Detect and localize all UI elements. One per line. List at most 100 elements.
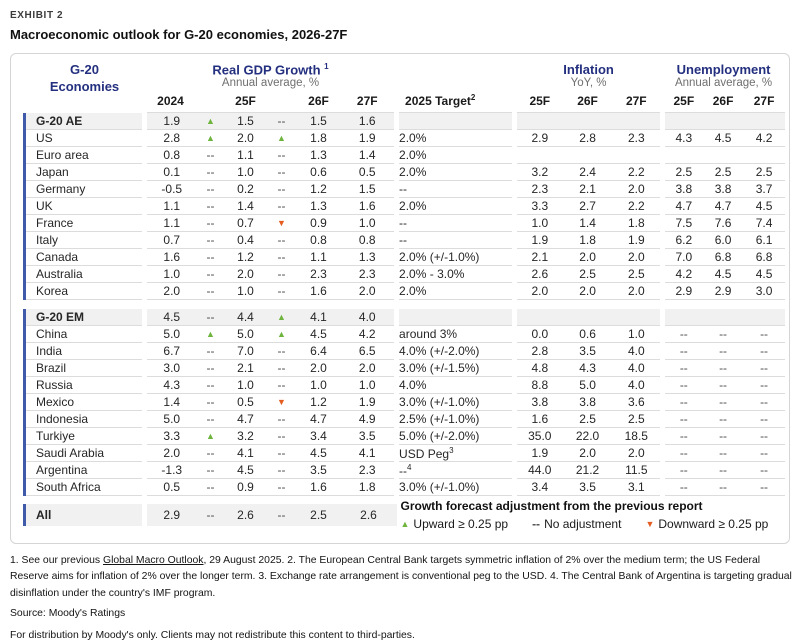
unemployment-27f-value: --: [743, 342, 785, 361]
gdp-2024-value: 1.6: [142, 248, 197, 267]
gdp-2024-value: 1.1: [142, 197, 197, 216]
economy-name: Turkiye: [23, 427, 145, 446]
dash-value: --: [206, 199, 215, 214]
gdp-26f-adjustment: ▼: [266, 214, 297, 233]
gdp-27f-value: 1.9: [340, 393, 397, 412]
inflation-target-2025: 2.0% (+/-1.0%): [394, 248, 515, 267]
gdp-27f-value: 2.3: [340, 461, 397, 480]
legend: Growth forecast adjustment from the prev…: [401, 499, 769, 531]
gdp-26f-adjustment: --: [266, 461, 297, 480]
unemployment-26f-value: 4.5: [702, 129, 744, 148]
inflation-26f-value: [562, 146, 613, 165]
legend-item-upward: ▲ Upward ≥ 0.25 pp: [401, 517, 509, 531]
col-header-inflation-26f: 26F: [562, 90, 613, 114]
dash-value: --: [206, 463, 215, 478]
gdp-26f-value: 1.6: [296, 282, 341, 301]
inflation-group-header: Inflation YoY, %: [515, 62, 663, 90]
gdp-26f-adjustment: --: [266, 444, 297, 463]
gdp-25f-value: 1.5: [224, 112, 267, 131]
col-header-gdp-27f: 27F: [340, 90, 397, 114]
table-row-australia: Australia 1.0 -- 2.0 -- 2.3 2.3 2.0% - 3.0% 2.6 2…: [23, 265, 785, 284]
dash-value: --: [277, 480, 286, 495]
inflation-target-2025: USD Peg3: [394, 444, 515, 463]
col-header-inflation-25f: 25F: [512, 90, 563, 114]
inflation-target-2025: --: [394, 231, 515, 250]
unemployment-27f-value: --: [743, 410, 785, 429]
inflation-26f-value: 1.8: [562, 231, 613, 250]
gdp-2024-value: 0.8: [142, 146, 197, 165]
gdp-group-subtitle: Annual average, %: [221, 77, 320, 90]
gdp-27f-value: 1.0: [340, 214, 397, 233]
unemployment-26f-value: --: [702, 410, 744, 429]
dash-value: --: [719, 429, 728, 444]
no-adjustment-dash-icon: --: [532, 517, 541, 532]
dash-value: --: [277, 344, 286, 359]
inflation-25f-value: 1.6: [512, 410, 563, 429]
dash-value: --: [206, 395, 215, 410]
inflation-26f-value: 2.7: [562, 197, 613, 216]
table-group-g20-emerging: G-20 EM 4.5 -- 4.4 ▲ 4.1 4.0 China 5.0 ▲ 5.0 ▲ 4.5 4.…: [23, 308, 785, 497]
gdp-26f-value: 0.8: [296, 231, 341, 250]
inflation-target-2025: --: [394, 214, 515, 233]
inflation-25f-value: 3.8: [512, 393, 563, 412]
distribution-line: For distribution by Moody's only. Client…: [10, 629, 415, 641]
gdp-2024-value: 1.4: [142, 393, 197, 412]
unemployment-26f-value: --: [702, 393, 744, 412]
inflation-target-2025: 5.0% (+/-2.0%): [394, 427, 515, 446]
upward-arrow-icon: ▲: [206, 431, 215, 442]
economy-name: France: [23, 214, 145, 233]
unemployment-26f-value: --: [702, 478, 744, 497]
gdp-26f-adjustment: --: [266, 265, 297, 284]
legend-items: ▲ Upward ≥ 0.25 pp -- No adjustment ▼ Downw…: [401, 517, 769, 531]
dash-value: --: [206, 378, 215, 393]
economy-name: All: [23, 504, 145, 527]
gdp-25f-adjustment: --: [196, 214, 225, 233]
dash-value: --: [679, 344, 688, 359]
gdp-26f-adjustment: --: [266, 248, 297, 267]
gdp-26f-value: 1.0: [296, 376, 341, 395]
gdp-25f-adjustment: --: [196, 180, 225, 199]
dash-value: --: [206, 446, 215, 461]
gdp-2024-value: 2.9: [142, 504, 197, 527]
dash-value: --: [760, 480, 769, 495]
gdp-27f-value: 2.6: [340, 504, 397, 527]
dash-value: --: [206, 216, 215, 231]
downward-arrow-icon: ▼: [277, 218, 286, 229]
gdp-26f-adjustment: --: [266, 282, 297, 301]
dash-value: --: [277, 508, 286, 523]
economy-name: Japan: [23, 163, 145, 182]
inflation-target-2025: 4.0% (+/-2.0%): [394, 342, 515, 361]
global-macro-outlook-link[interactable]: Global Macro Outlook: [103, 555, 204, 567]
inflation-group-subtitle: YoY, %: [570, 77, 607, 90]
inflation-target-2025: --4: [394, 461, 515, 480]
gdp-27f-value: 0.8: [340, 231, 397, 250]
footnote-text: 1. See our previous: [10, 555, 103, 567]
inflation-25f-value: 2.0: [512, 282, 563, 301]
dash-value: --: [277, 114, 286, 129]
unemployment-group-subtitle: Annual average, %: [674, 77, 773, 90]
unemployment-25f-value: --: [660, 410, 703, 429]
unemployment-25f-value: --: [660, 376, 703, 395]
economy-name: US: [23, 129, 145, 148]
gdp-26f-value: 3.4: [296, 427, 341, 446]
inflation-25f-value: 4.8: [512, 359, 563, 378]
gdp-26f-adjustment: --: [266, 427, 297, 446]
table-row-g-20-em: G-20 EM 4.5 -- 4.4 ▲ 4.1 4.0: [23, 308, 785, 327]
col-header-gdp-25f: 25F: [224, 90, 267, 114]
dash-value: --: [679, 412, 688, 427]
dash-value: --: [679, 480, 688, 495]
gdp-26f-value: 2.3: [296, 265, 341, 284]
gdp-2024-value: 3.0: [142, 359, 197, 378]
inflation-25f-value: 2.6: [512, 265, 563, 284]
unemployment-27f-value: --: [743, 376, 785, 395]
dash-value: --: [277, 182, 286, 197]
gdp-27f-value: 2.0: [340, 359, 397, 378]
dash-value: --: [206, 233, 215, 248]
gdp-25f-adjustment: --: [196, 146, 225, 165]
unemployment-27f-value: [743, 112, 785, 131]
gdp-2024-value: 5.0: [142, 325, 197, 344]
gdp-25f-adjustment: --: [196, 410, 225, 429]
gdp-25f-adjustment: --: [196, 504, 225, 527]
inflation-27f-value: 1.8: [612, 214, 663, 233]
inflation-25f-value: 2.3: [512, 180, 563, 199]
